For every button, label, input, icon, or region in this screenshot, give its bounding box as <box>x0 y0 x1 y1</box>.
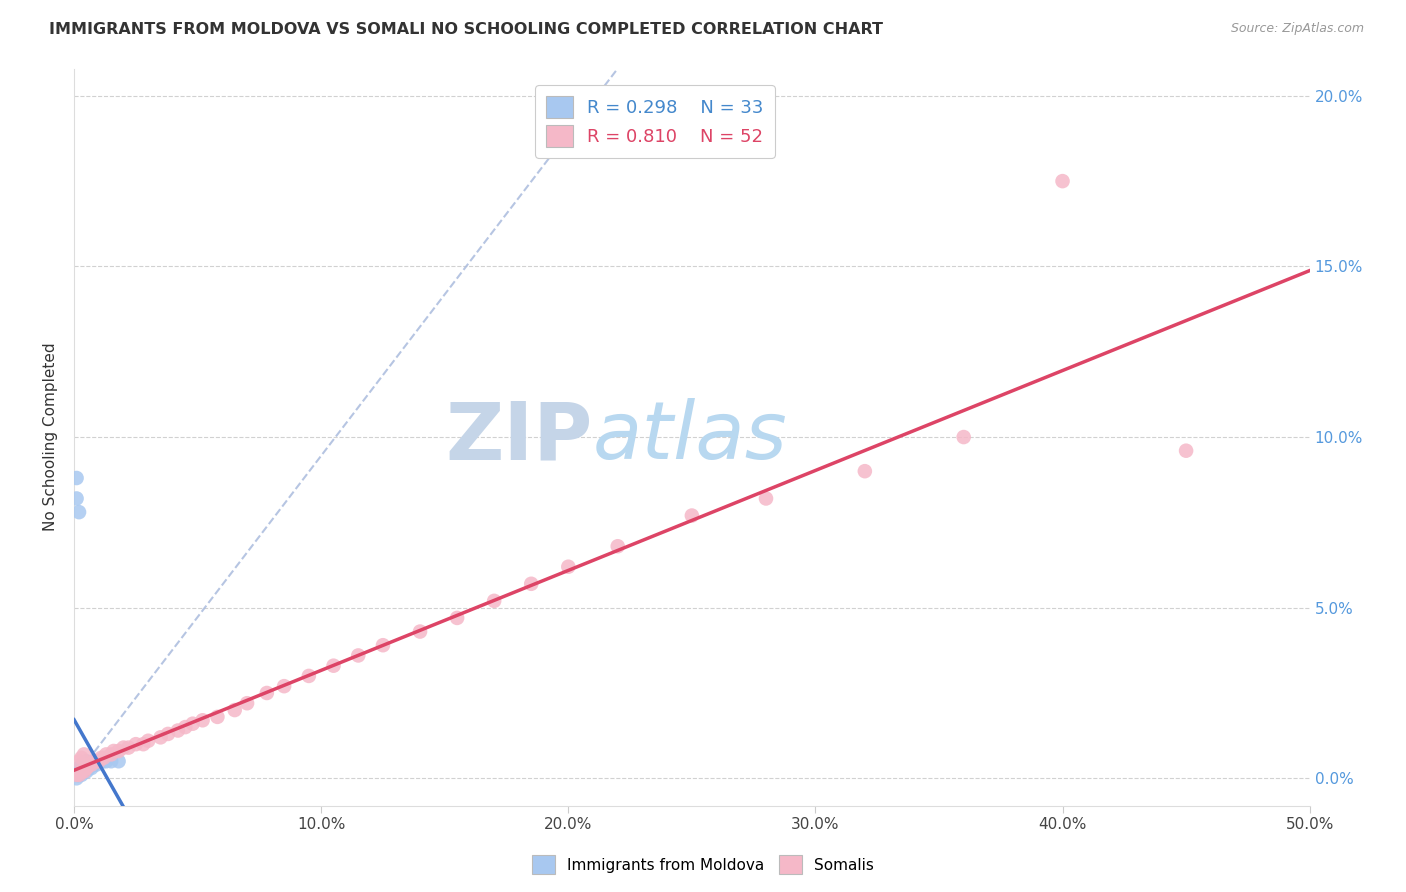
Point <box>409 624 432 639</box>
Point <box>75 754 97 768</box>
Legend: R = 0.298    N = 33, R = 0.810    N = 52: R = 0.298 N = 33, R = 0.810 N = 52 <box>536 85 775 158</box>
Point <box>65 768 87 782</box>
Point <box>93 754 115 768</box>
Text: Source: ZipAtlas.com: Source: ZipAtlas.com <box>1230 22 1364 36</box>
Point <box>156 727 179 741</box>
Point <box>90 751 112 765</box>
Point <box>86 757 108 772</box>
Point <box>67 505 90 519</box>
Point <box>256 686 278 700</box>
Point <box>167 723 190 738</box>
Point <box>67 754 90 768</box>
Point <box>70 751 93 765</box>
Point <box>70 757 93 772</box>
Point <box>65 471 87 485</box>
Point <box>149 731 172 745</box>
Point <box>100 747 122 762</box>
Point <box>80 761 103 775</box>
Point <box>1175 443 1198 458</box>
Point <box>75 764 97 779</box>
Point <box>755 491 778 506</box>
Point <box>236 696 259 710</box>
Point <box>207 710 229 724</box>
Point <box>136 733 159 747</box>
Point <box>80 757 103 772</box>
Point <box>73 747 96 762</box>
Point <box>73 764 96 779</box>
Point <box>83 754 105 768</box>
Point <box>347 648 370 663</box>
Point <box>70 768 93 782</box>
Point <box>83 757 105 772</box>
Point <box>75 761 97 775</box>
Point <box>67 761 90 775</box>
Point <box>125 737 148 751</box>
Point <box>87 754 110 768</box>
Point <box>681 508 703 523</box>
Point <box>73 757 96 772</box>
Point <box>482 594 505 608</box>
Point <box>67 764 90 779</box>
Point <box>65 491 87 506</box>
Point <box>557 559 579 574</box>
Text: IMMIGRANTS FROM MOLDOVA VS SOMALI NO SCHOOLING COMPLETED CORRELATION CHART: IMMIGRANTS FROM MOLDOVA VS SOMALI NO SCH… <box>49 22 883 37</box>
Point <box>322 658 344 673</box>
Point <box>371 638 394 652</box>
Point <box>117 740 139 755</box>
Point <box>96 747 118 762</box>
Point <box>112 740 135 755</box>
Point <box>1052 174 1074 188</box>
Point <box>606 539 628 553</box>
Point <box>65 768 87 782</box>
Point <box>77 761 100 775</box>
Text: ZIP: ZIP <box>446 398 593 476</box>
Text: atlas: atlas <box>593 398 787 476</box>
Point <box>75 761 97 775</box>
Point <box>80 757 103 772</box>
Legend: Immigrants from Moldova, Somalis: Immigrants from Moldova, Somalis <box>526 849 880 880</box>
Point <box>70 761 93 775</box>
Point <box>107 744 129 758</box>
Point <box>65 772 87 786</box>
Point <box>90 754 112 768</box>
Point <box>67 768 90 782</box>
Point <box>75 761 97 775</box>
Point <box>100 754 122 768</box>
Point <box>298 669 321 683</box>
Point <box>853 464 876 478</box>
Point <box>181 716 204 731</box>
Point <box>191 713 214 727</box>
Point <box>87 754 110 768</box>
Point <box>67 768 90 782</box>
Point <box>77 757 100 772</box>
Point <box>446 611 468 625</box>
Point <box>73 761 96 775</box>
Point <box>224 703 246 717</box>
Point <box>77 757 100 772</box>
Point <box>103 744 125 758</box>
Point <box>67 768 90 782</box>
Point <box>96 754 118 768</box>
Point <box>107 754 129 768</box>
Point <box>70 764 93 779</box>
Point <box>65 768 87 782</box>
Point <box>174 720 197 734</box>
Point <box>952 430 974 444</box>
Point <box>132 737 155 751</box>
Point <box>86 754 108 768</box>
Point <box>70 764 93 779</box>
Point <box>273 679 295 693</box>
Point <box>65 764 87 779</box>
Point <box>73 764 96 779</box>
Y-axis label: No Schooling Completed: No Schooling Completed <box>44 343 58 532</box>
Point <box>93 751 115 765</box>
Point <box>520 576 543 591</box>
